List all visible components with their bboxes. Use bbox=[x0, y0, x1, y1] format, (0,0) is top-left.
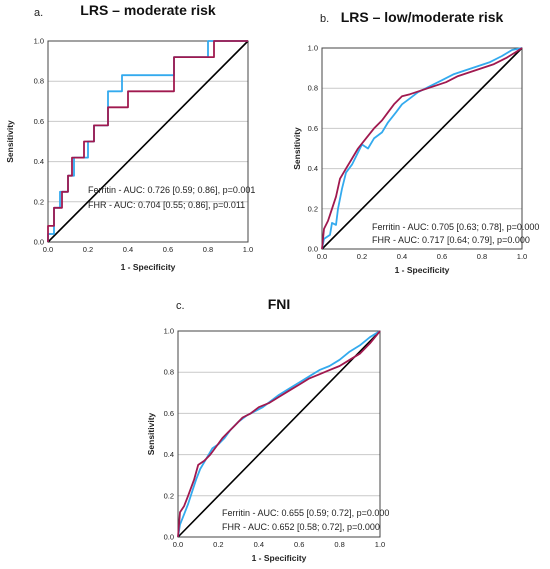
x-tick-label: 0.8 bbox=[334, 540, 344, 549]
chart-title: LRS – moderate risk bbox=[80, 2, 216, 18]
plot-frame bbox=[47, 40, 249, 243]
roc-panel-1: a. LRS – moderate risk 0.0 0.2 0.4 0.6 0.8 1.0 0… bbox=[5, 2, 255, 272]
roc-panel-3: c. FNI 0.0 0.2 0.4 0.6 0.8 1.0 0.0 0.2 0.4 0.6 0.8 1.… bbox=[146, 296, 389, 563]
auc-annotation: Ferritin - AUC: 0.655 [0.59; 0.72], p=0.… bbox=[222, 508, 389, 518]
auc-annotation: FHR - AUC: 0.652 [0.58; 0.72], p=0.000 bbox=[222, 522, 380, 532]
reference-diagonal bbox=[177, 330, 381, 538]
y-tick-label: 0.6 bbox=[34, 117, 44, 126]
y-tick-label: 0.2 bbox=[164, 491, 174, 500]
y-tick-label: 1.0 bbox=[34, 37, 44, 46]
x-tick-label: 0.8 bbox=[203, 245, 213, 254]
x-tick-label: 0.6 bbox=[163, 245, 173, 254]
plot-frame bbox=[321, 47, 523, 250]
y-axis-label: Sensitivity bbox=[5, 120, 15, 163]
auc-annotation: Ferritin - AUC: 0.726 [0.59; 0.86], p=0.… bbox=[88, 185, 255, 195]
y-tick-label: 0.0 bbox=[308, 245, 318, 254]
x-axis-label: 1 - Specificity bbox=[252, 553, 307, 563]
roc-curve-fhr bbox=[47, 40, 248, 242]
y-tick-label: 0.8 bbox=[164, 368, 174, 377]
y-tick-label: 0.4 bbox=[164, 450, 174, 459]
panel-letter: c. bbox=[176, 300, 185, 312]
x-tick-label: 0.8 bbox=[477, 252, 487, 261]
panel-letter: a. bbox=[34, 7, 43, 19]
auc-annotation: FHR - AUC: 0.717 [0.64; 0.79], p=0.000 bbox=[372, 235, 530, 245]
y-axis-label: Sensitivity bbox=[146, 412, 156, 455]
x-tick-label: 0.2 bbox=[213, 540, 223, 549]
y-tick-label: 0.0 bbox=[164, 533, 174, 542]
roc-panel-2: b. LRS – low/moderate risk 0.0 0.2 0.4 0.6 0.8… bbox=[292, 9, 539, 275]
roc-curve-fhr bbox=[321, 47, 523, 250]
y-tick-label: 0.0 bbox=[34, 238, 44, 247]
x-tick-label: 0.4 bbox=[397, 252, 407, 261]
auc-annotation: Ferritin - AUC: 0.705 [0.63; 0.78], p=0.… bbox=[372, 222, 539, 232]
x-tick-label: 0.2 bbox=[357, 252, 367, 261]
roc-curve-fhr bbox=[177, 330, 381, 538]
x-tick-label: 0.0 bbox=[173, 540, 183, 549]
x-tick-label: 0.4 bbox=[123, 245, 133, 254]
x-tick-label: 0.6 bbox=[294, 540, 304, 549]
plot-frame bbox=[177, 330, 381, 538]
y-tick-label: 0.4 bbox=[34, 157, 44, 166]
reference-diagonal bbox=[321, 47, 523, 250]
x-tick-label: 1.0 bbox=[517, 252, 527, 261]
chart-title: LRS – low/moderate risk bbox=[341, 9, 504, 25]
y-tick-label: 1.0 bbox=[164, 327, 174, 336]
x-tick-label: 0.0 bbox=[317, 252, 327, 261]
reference-diagonal bbox=[47, 40, 249, 243]
y-tick-label: 0.6 bbox=[308, 124, 318, 133]
x-tick-label: 1.0 bbox=[243, 245, 253, 254]
y-tick-label: 1.0 bbox=[308, 44, 318, 53]
auc-annotation: FHR - AUC: 0.704 [0.55; 0.86], p=0.011 bbox=[88, 200, 245, 210]
x-tick-label: 0.6 bbox=[437, 252, 447, 261]
x-tick-label: 0.4 bbox=[254, 540, 264, 549]
y-axis-label: Sensitivity bbox=[292, 127, 302, 170]
y-tick-label: 0.2 bbox=[308, 204, 318, 213]
y-tick-label: 0.8 bbox=[34, 77, 44, 86]
y-tick-label: 0.4 bbox=[308, 164, 318, 173]
y-tick-label: 0.6 bbox=[164, 409, 174, 418]
x-axis-label: 1 - Specificity bbox=[121, 262, 176, 272]
x-tick-label: 1.0 bbox=[375, 540, 385, 549]
x-tick-label: 0.0 bbox=[43, 245, 53, 254]
x-tick-label: 0.2 bbox=[83, 245, 93, 254]
panel-letter: b. bbox=[320, 13, 329, 25]
y-tick-label: 0.8 bbox=[308, 84, 318, 93]
y-tick-label: 0.2 bbox=[34, 197, 44, 206]
x-axis-label: 1 - Specificity bbox=[395, 265, 450, 275]
roc-curve-ferritin bbox=[321, 47, 523, 250]
chart-title: FNI bbox=[268, 296, 291, 312]
